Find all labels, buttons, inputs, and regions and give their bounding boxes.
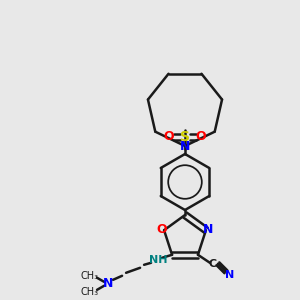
Text: N: N <box>103 277 113 290</box>
Text: NH: NH <box>149 255 167 265</box>
Text: N: N <box>203 223 213 236</box>
Text: N: N <box>180 140 190 152</box>
Text: N: N <box>225 270 235 280</box>
Text: O: O <box>164 130 174 143</box>
Text: CH₃: CH₃ <box>80 287 98 297</box>
Text: CH₃: CH₃ <box>80 271 98 281</box>
Text: O: O <box>196 130 206 143</box>
Text: C: C <box>209 259 217 269</box>
Text: O: O <box>157 223 167 236</box>
Text: S: S <box>180 130 190 144</box>
